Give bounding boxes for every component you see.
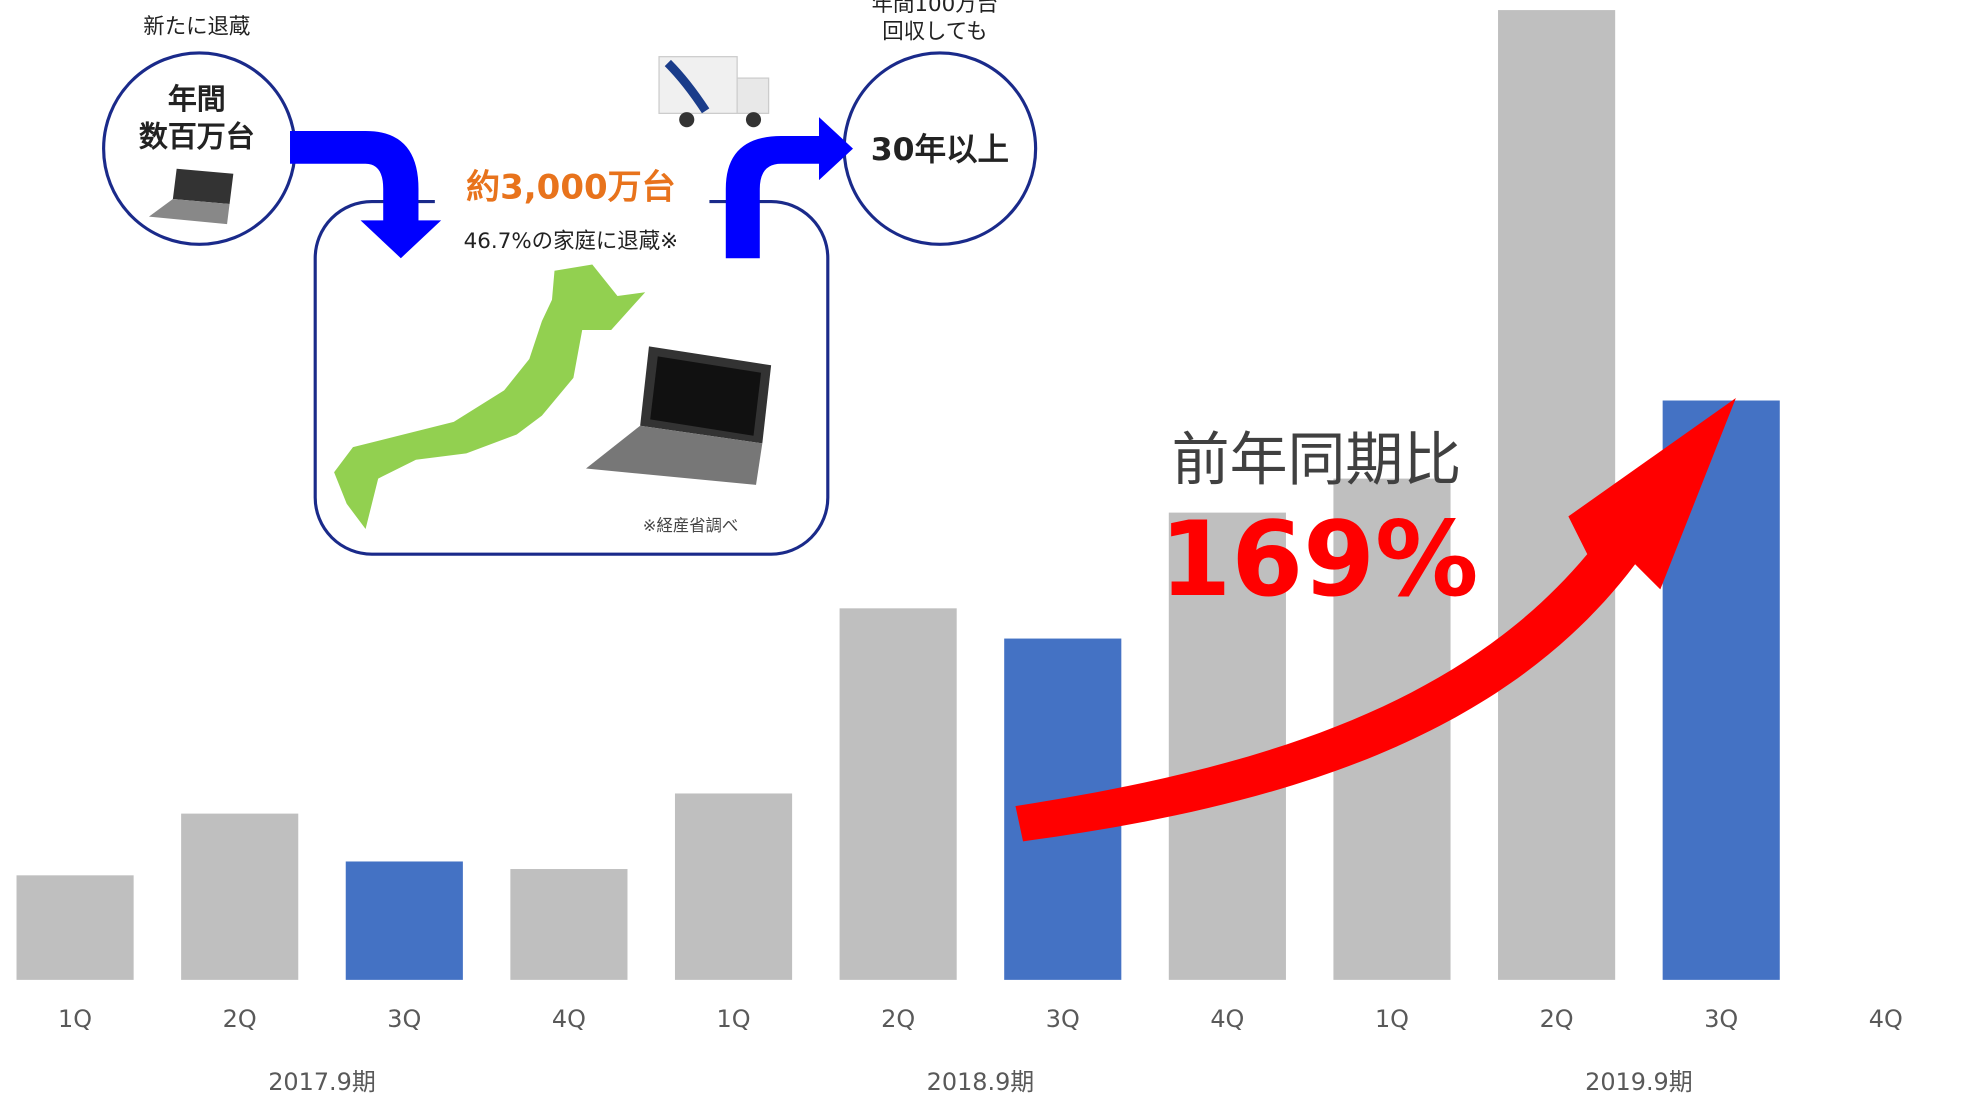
recovery-text: 回収しても (882, 20, 987, 45)
x-tick-label: 4Q (552, 1005, 586, 1033)
x-tick-label: 2Q (223, 1005, 257, 1033)
group-label: 2018.9期 (927, 1068, 1035, 1096)
x-tick-label: 2Q (881, 1005, 915, 1033)
laptop-icon (148, 168, 772, 485)
x-tick-label: 3Q (1046, 1005, 1080, 1033)
x-tick-label: 2Q (1540, 1005, 1574, 1033)
annotation-label: 前年同期比 (1172, 426, 1462, 494)
group-label: 2017.9期 (268, 1068, 376, 1096)
result-text: 30年以上 (871, 132, 1009, 168)
stock-label: 約3,000万台 (466, 167, 676, 207)
bar (181, 813, 299, 980)
label-bg (434, 163, 710, 215)
x-tick-label: 4Q (1869, 1005, 1903, 1033)
stock-note: 46.7%の家庭に退蔵※ (464, 229, 678, 254)
source-label: 新たに退蔵 (143, 15, 250, 40)
truck-icon (658, 56, 770, 128)
x-tick-label: 4Q (1210, 1005, 1244, 1033)
x-tick-label: 3Q (1704, 1005, 1738, 1033)
trend-arrow (1015, 397, 1736, 842)
footnote: ※経産省調べ (643, 516, 739, 535)
group-label: 2019.9期 (1585, 1068, 1693, 1096)
x-tick-label: 1Q (1375, 1005, 1409, 1033)
flow-arrow (725, 117, 853, 259)
bar (1168, 512, 1286, 980)
bar (674, 793, 793, 980)
bar (16, 875, 134, 980)
bar (510, 869, 628, 980)
x-tick-label: 1Q (717, 1005, 751, 1033)
bar (839, 608, 957, 980)
annotation-value: 169% (1159, 500, 1478, 620)
source-text: 数百万台 (139, 120, 255, 154)
x-tick-label: 3Q (387, 1005, 421, 1033)
recovery-text: 年間100万台 (872, 0, 998, 17)
flow-arrow (290, 130, 442, 259)
bar (345, 861, 463, 980)
x-tick-label: 1Q (58, 1005, 92, 1033)
source-text: 年間 (168, 82, 226, 116)
japan-map (334, 264, 646, 529)
bar (1498, 10, 1616, 980)
